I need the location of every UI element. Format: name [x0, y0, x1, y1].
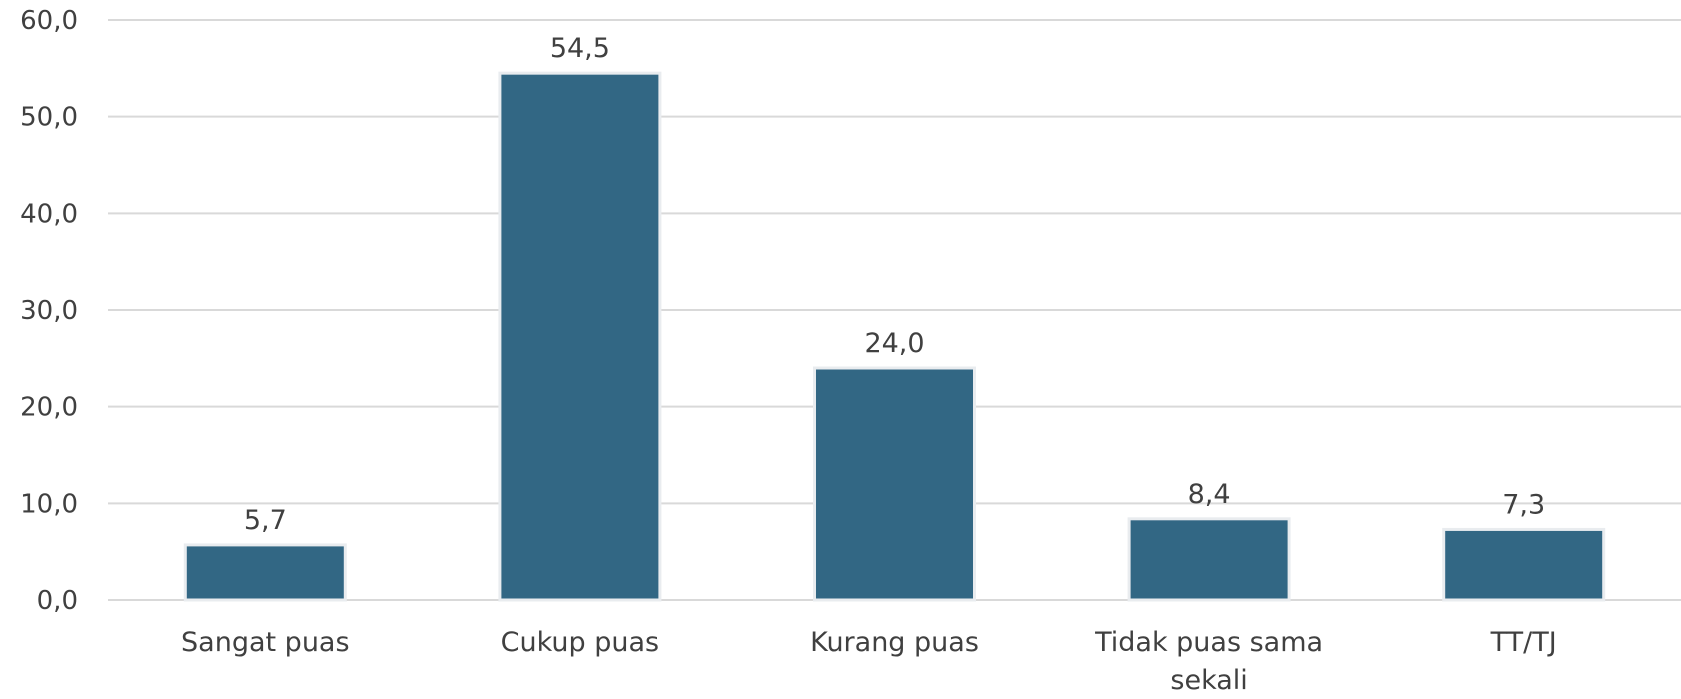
y-tick-label: 30,0 — [20, 296, 78, 326]
y-tick-label: 40,0 — [20, 199, 78, 229]
data-label: 7,3 — [1502, 489, 1545, 520]
category-label: Cukup puas — [501, 627, 659, 658]
bar-1 — [183, 543, 347, 602]
y-tick-label: 20,0 — [20, 393, 78, 423]
y-tick-label: 0,0 — [37, 586, 78, 616]
y-tick-label: 60,0 — [20, 6, 78, 36]
category-label: Kurang puas — [810, 627, 979, 658]
bar-2 — [498, 71, 662, 602]
y-tick-label: 10,0 — [20, 489, 78, 519]
data-labels: 5,7 54,5 24,0 8,4 7,3 — [244, 33, 1545, 536]
category-label-line: Cukup puas — [501, 627, 659, 658]
y-tick-label: 50,0 — [20, 103, 78, 133]
data-label: 54,5 — [550, 33, 610, 64]
data-label: 8,4 — [1188, 479, 1231, 510]
category-label-line: Sangat puas — [181, 627, 350, 658]
category-label: Sangat puas — [181, 627, 350, 658]
category-label-line: Tidak puas sama — [1094, 627, 1323, 658]
category-label: TT/TJ — [1490, 627, 1557, 658]
category-label: Tidak puas sama sekali — [1094, 627, 1323, 695]
x-axis-category-labels: Sangat puas Cukup puas Kurang puas Tidak pu… — [181, 627, 1557, 696]
bar-4 — [1127, 517, 1291, 602]
data-label: 5,7 — [244, 505, 287, 536]
bar-3 — [813, 366, 976, 602]
bar-5 — [1442, 527, 1606, 602]
category-label-line: Kurang puas — [810, 627, 979, 658]
category-label-line: TT/TJ — [1490, 627, 1557, 658]
data-label: 24,0 — [864, 328, 924, 359]
y-axis-tick-labels: 0,0 10,0 20,0 30,0 40,0 50,0 60,0 — [20, 6, 78, 616]
bars — [183, 71, 1606, 602]
category-label-line: sekali — [1170, 665, 1247, 695]
